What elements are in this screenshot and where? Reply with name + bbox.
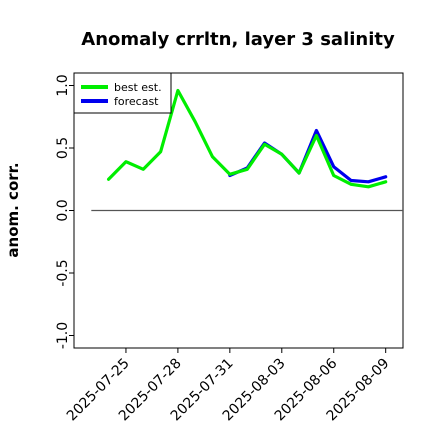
y-tick-label: 0.0 xyxy=(55,199,71,221)
y-tick-label: 1.0 xyxy=(55,74,71,96)
legend: best est.forecast xyxy=(73,72,172,114)
series-line-1 xyxy=(106,88,232,181)
plot-area: -1.0-0.50.00.51.02025-07-252025-07-28202… xyxy=(55,72,404,424)
y-tick-label: -0.5 xyxy=(55,259,71,286)
y-axis-label: anom. corr. xyxy=(4,162,22,257)
series-line-3 xyxy=(228,133,388,189)
legend-box xyxy=(73,72,172,114)
y-tick-label: 0.5 xyxy=(55,137,71,159)
legend-label: forecast xyxy=(114,95,159,108)
chart-title: Anomaly crrltn, layer 3 salinity xyxy=(81,29,395,50)
legend-label: best est. xyxy=(114,81,162,94)
y-tick-label: -1.0 xyxy=(55,322,71,349)
